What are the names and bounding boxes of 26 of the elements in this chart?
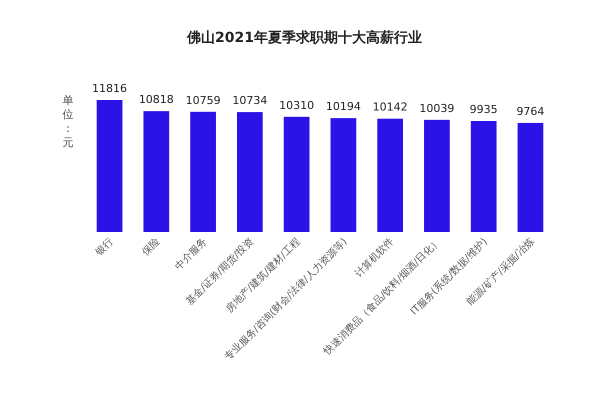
data-label: 9935 xyxy=(470,103,498,116)
bar xyxy=(424,120,450,232)
data-label: 10759 xyxy=(186,94,221,107)
bar xyxy=(236,112,263,232)
bar xyxy=(143,111,170,232)
bar xyxy=(330,118,356,232)
data-label: 10734 xyxy=(232,94,268,108)
data-label: 10039 xyxy=(419,102,454,115)
y-axis-title: 单位：元 xyxy=(62,94,74,149)
x-tick-label: 中介服务 xyxy=(172,236,210,272)
bar xyxy=(470,121,497,232)
bar xyxy=(96,100,122,232)
data-label: 9764 xyxy=(516,104,544,118)
bar xyxy=(377,118,404,232)
bar xyxy=(190,112,216,232)
data-label: 10142 xyxy=(372,100,408,114)
data-label: 10310 xyxy=(279,98,314,112)
data-label: 11816 xyxy=(92,82,128,95)
bar xyxy=(284,116,310,232)
x-tick-label: 计算机软件 xyxy=(352,236,396,280)
bar xyxy=(518,122,544,232)
x-tick-label: 保险 xyxy=(140,236,162,258)
data-label: 10818 xyxy=(138,93,174,106)
x-tick-label: 银行 xyxy=(93,236,116,259)
data-label: 10194 xyxy=(326,100,361,114)
chart-title: 佛山2021年夏季求职期十大高薪行业 xyxy=(186,29,422,46)
